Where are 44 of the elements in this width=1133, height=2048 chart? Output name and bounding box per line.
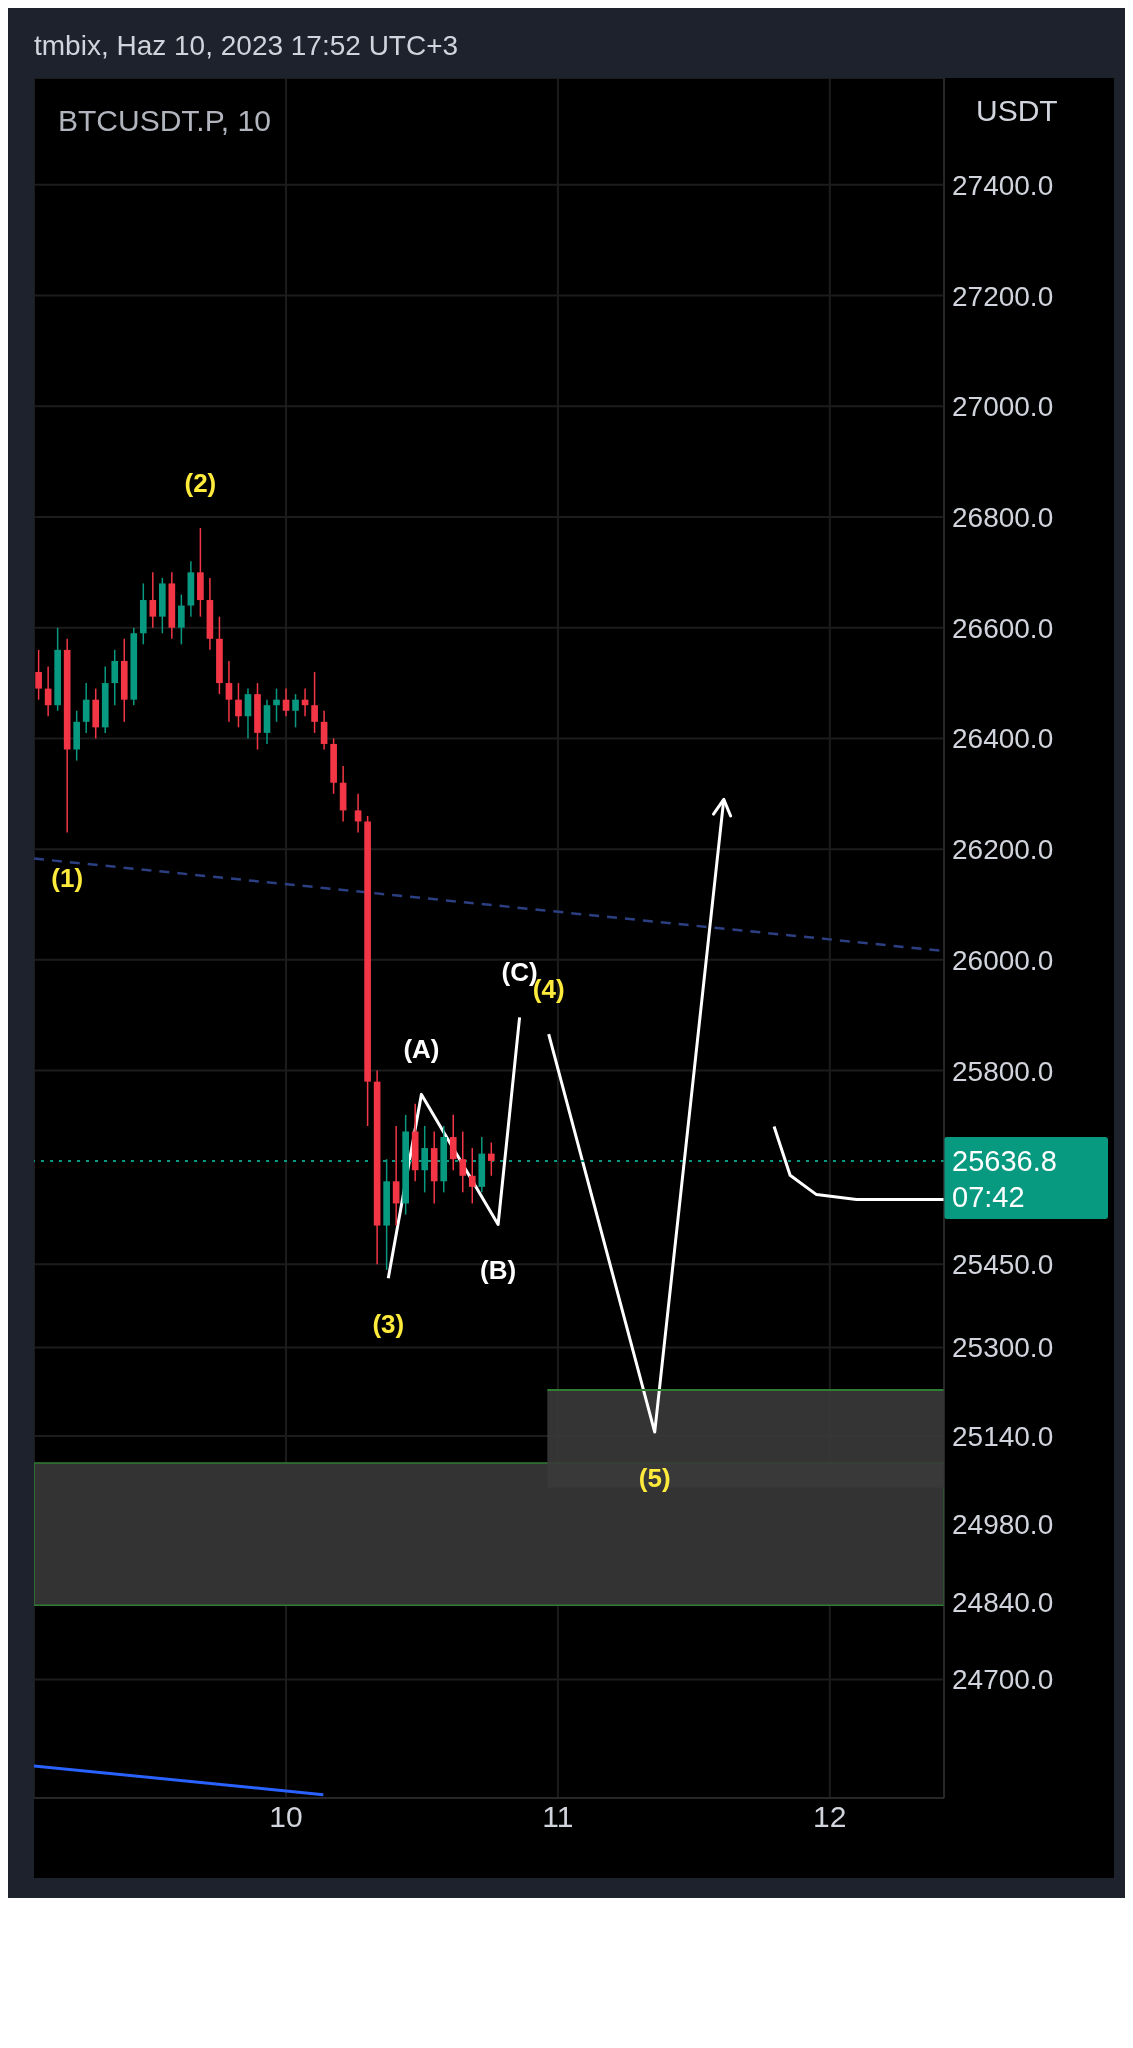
y-tick-label: 24700.0 — [952, 1664, 1054, 1696]
candlestick — [459, 1130, 467, 1194]
y-tick-label: 25450.0 — [952, 1249, 1054, 1281]
y-tick-label: 24980.0 — [952, 1509, 1054, 1541]
y-tick-label: 24840.0 — [952, 1586, 1054, 1618]
chart-subtitle: tmbix, Haz 10, 2023 17:52 UTC+3 — [33, 29, 460, 63]
annotation: (5) — [638, 1462, 671, 1493]
candlestick — [235, 682, 242, 729]
y-tick-label: 25140.0 — [952, 1420, 1054, 1452]
y-tick-label: 27000.0 — [952, 391, 1054, 423]
line-series — [772, 1125, 944, 1202]
text: BTCUSDT.P, 10 — [58, 104, 271, 138]
annotation: (A) — [403, 1034, 440, 1065]
y-tick-label: 26800.0 — [952, 501, 1054, 533]
candlestick — [225, 660, 233, 723]
candlestick — [468, 1147, 476, 1205]
y-tick-label: 26600.0 — [952, 612, 1054, 644]
annotation: (1) — [51, 863, 84, 893]
y-tick-label: 26400.0 — [952, 723, 1054, 755]
text: 07:42 — [952, 1180, 1025, 1213]
x-tick-label: 12 — [813, 1800, 847, 1834]
x-tick-label: 11 — [542, 1800, 574, 1834]
y-tick-label: 26200.0 — [952, 834, 1054, 866]
ref-line-label: 25636.8 — [952, 1144, 1057, 1177]
y-tick-label: 27400.0 — [952, 169, 1054, 201]
candlestick — [35, 649, 42, 701]
candlestick — [149, 571, 157, 629]
y-tick-label: 27200.0 — [952, 280, 1054, 312]
y-tick-label: 25300.0 — [952, 1332, 1054, 1364]
y-axis-title: USDT — [976, 94, 1058, 128]
annotation: (3) — [372, 1308, 405, 1339]
candlestick — [273, 687, 280, 723]
y-tick-label: 25800.0 — [952, 1055, 1054, 1087]
candlestick — [111, 649, 119, 706]
candlestick — [82, 682, 90, 734]
annotation: (B) — [480, 1254, 517, 1285]
x-tick-label: 10 — [269, 1800, 303, 1834]
y-tick-label: 26000.0 — [952, 944, 1054, 976]
annotation: (2) — [184, 468, 217, 499]
candlestick — [487, 1141, 495, 1177]
candlestick — [178, 593, 185, 646]
candlestick — [292, 693, 299, 729]
candlestick — [449, 1114, 457, 1171]
candlestick — [311, 671, 318, 734]
